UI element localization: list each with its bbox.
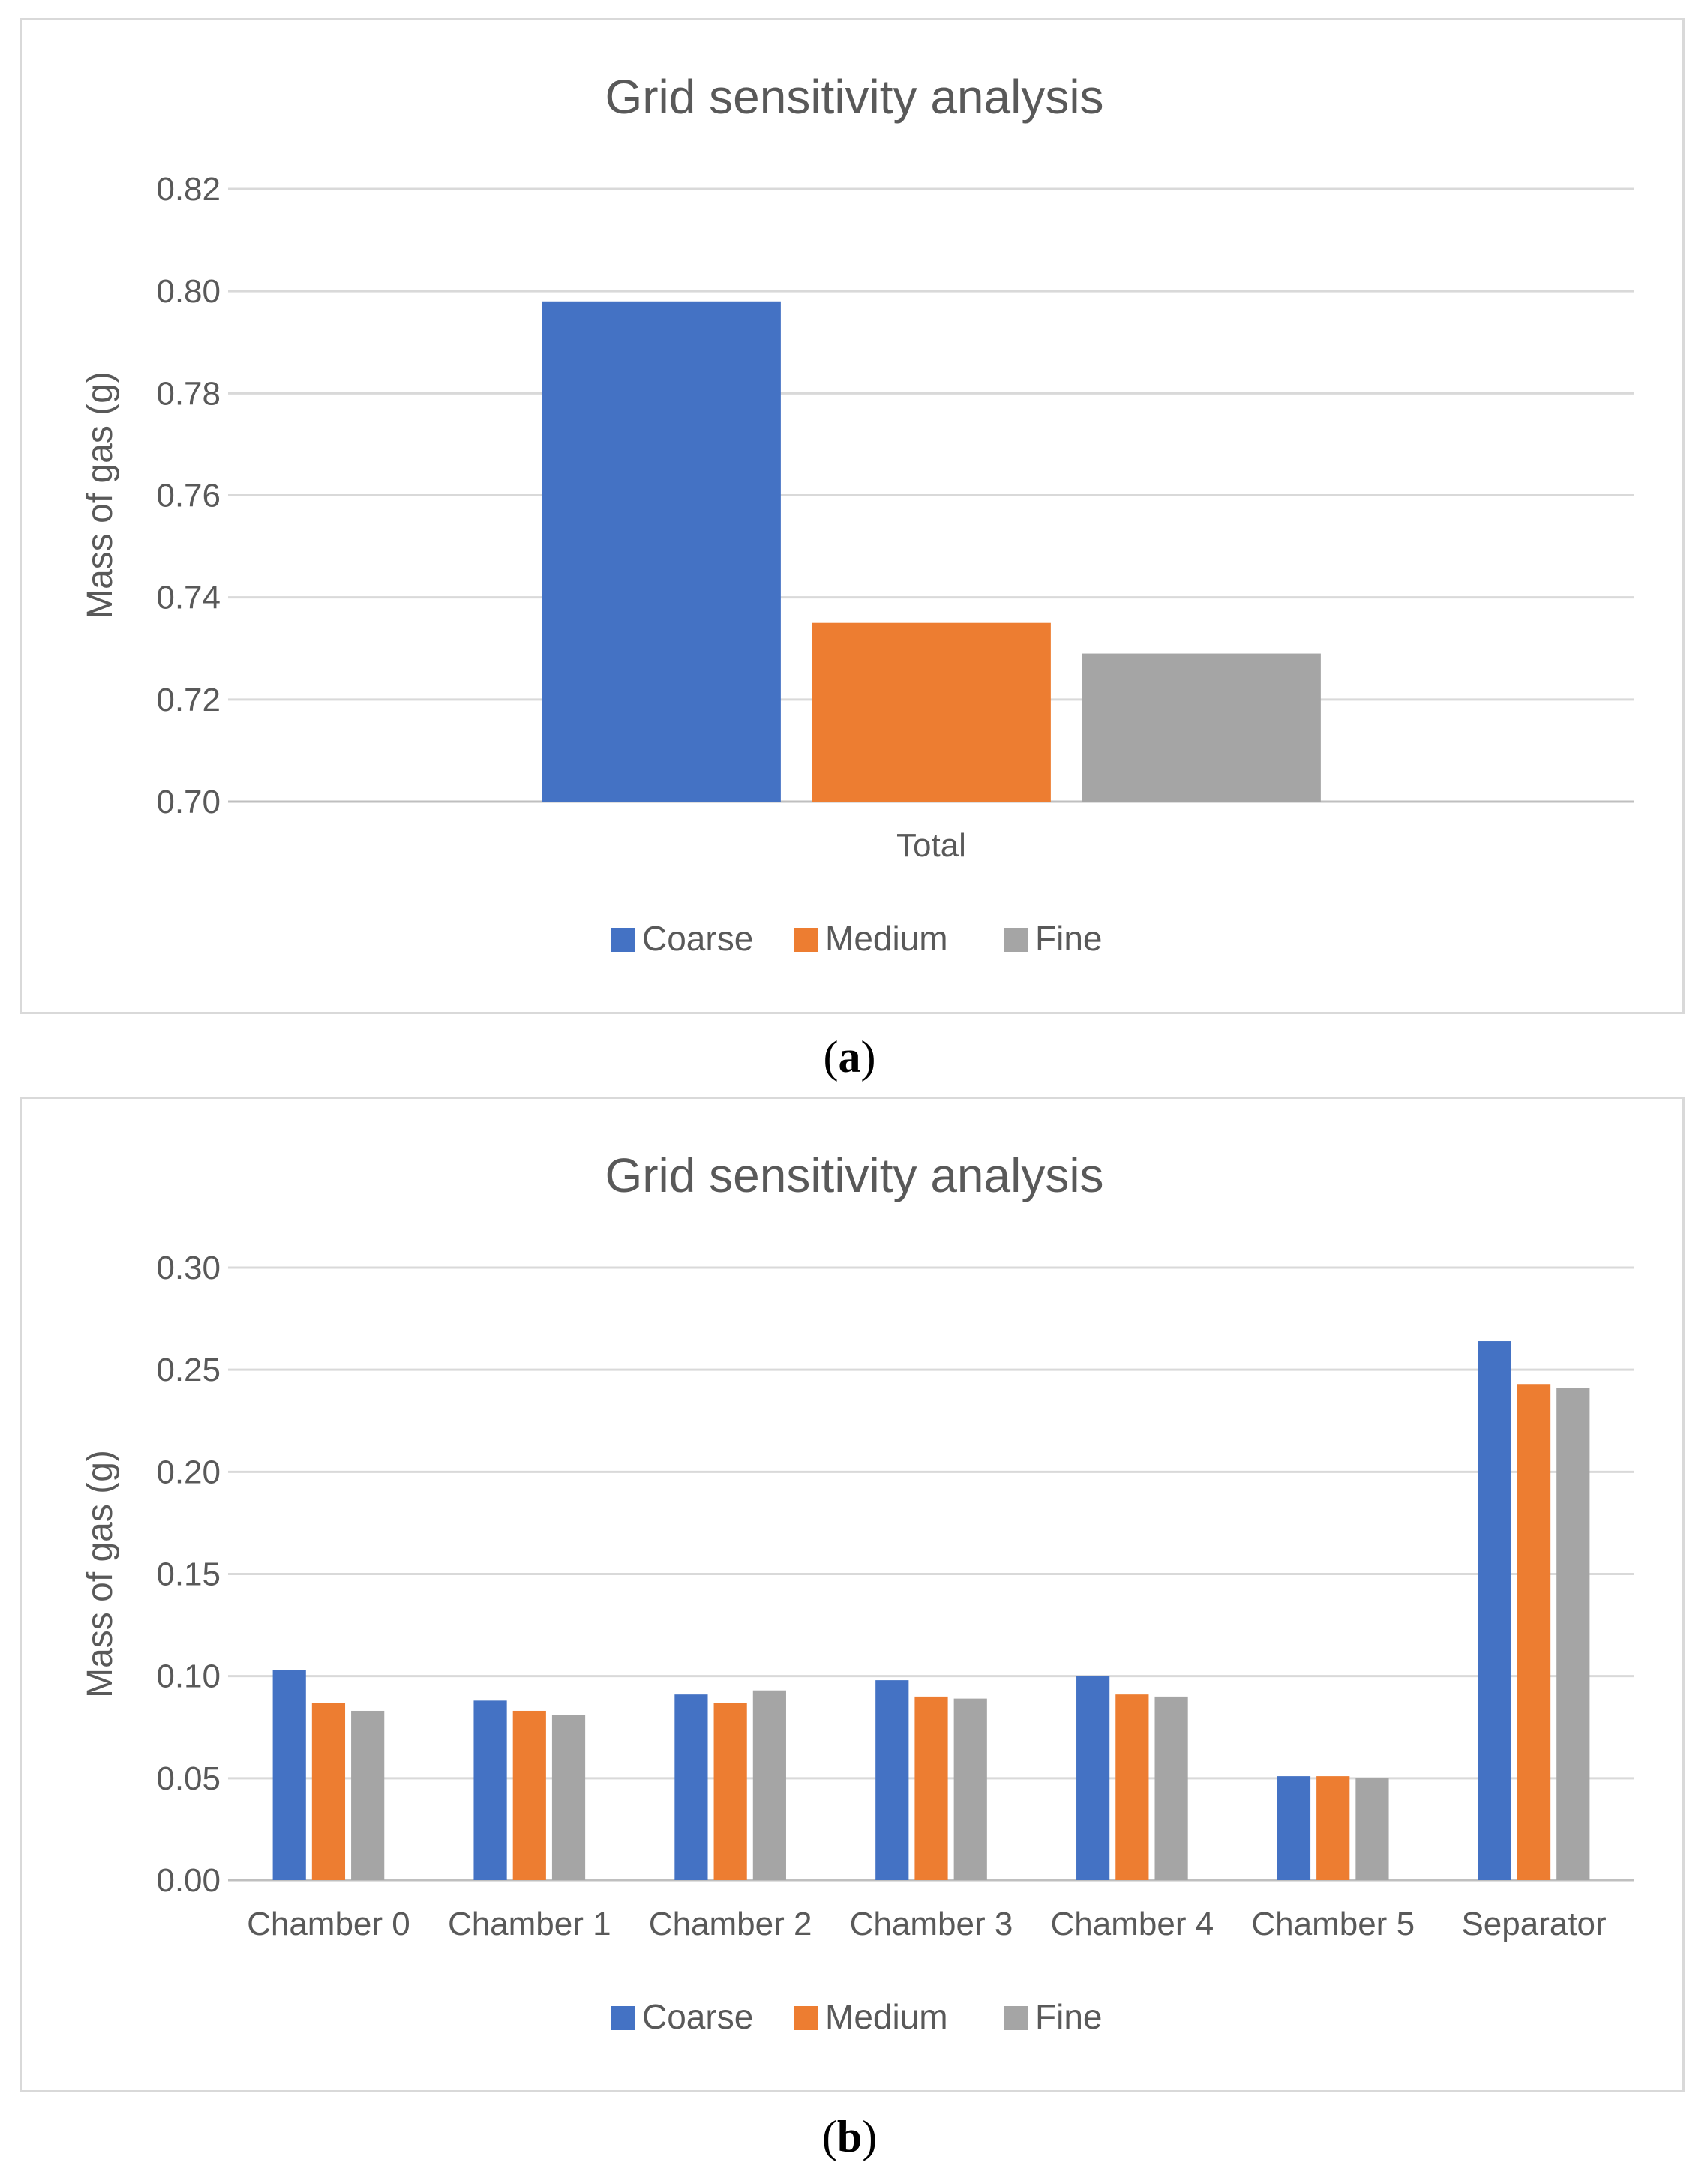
legend-swatch-coarse xyxy=(611,928,635,952)
legend-swatch-medium xyxy=(794,928,818,952)
bar-coarse xyxy=(674,1694,708,1880)
caption-letter: b xyxy=(836,2112,863,2162)
y-axis-label: Mass of gas (g) xyxy=(80,1450,120,1698)
bar-coarse xyxy=(1277,1776,1311,1880)
figure-caption-b: (b) xyxy=(821,2112,878,2162)
y-axis-label: Mass of gas (g) xyxy=(80,371,120,620)
bar-medium xyxy=(914,1696,948,1880)
legend-swatch-fine xyxy=(1004,928,1028,952)
x-category-label: Chamber 4 xyxy=(1051,1906,1214,1942)
chart-panel-a: Grid sensitivity analysis Mass of gas (g… xyxy=(20,18,1685,1014)
chart-a-svg: Grid sensitivity analysis Mass of gas (g… xyxy=(80,70,1634,958)
bar-medium xyxy=(1517,1384,1551,1880)
y-tick-label: 0.82 xyxy=(156,171,221,208)
chart-title: Grid sensitivity analysis xyxy=(605,1148,1103,1202)
legend-label: Medium xyxy=(825,919,948,958)
bar-medium xyxy=(512,1710,546,1880)
bar-medium xyxy=(713,1702,747,1880)
chart-b-svg: Grid sensitivity analysis Mass of gas (g… xyxy=(80,1148,1634,2036)
legend-swatch-fine xyxy=(1004,2006,1028,2030)
legend-label: Fine xyxy=(1035,1997,1102,2036)
y-tick-label: 0.72 xyxy=(156,682,221,718)
bar-medium xyxy=(1316,1776,1350,1880)
bar-fine xyxy=(953,1698,987,1880)
legend-label: Medium xyxy=(825,1997,948,2036)
y-tick-label: 0.00 xyxy=(156,1862,221,1899)
bar-fine xyxy=(551,1714,586,1880)
y-tick-label: 0.25 xyxy=(156,1352,221,1388)
bar-medium xyxy=(311,1702,346,1880)
y-tick-label: 0.70 xyxy=(156,784,221,820)
figure-caption-a: (a) xyxy=(823,1032,876,1082)
y-tick-label: 0.20 xyxy=(156,1454,221,1490)
bar-coarse xyxy=(542,301,781,802)
x-category-label: Separator xyxy=(1461,1906,1606,1942)
y-tick-label: 0.30 xyxy=(156,1250,221,1286)
bar-medium xyxy=(1115,1694,1149,1880)
bar-fine xyxy=(1355,1778,1389,1880)
legend-label: Coarse xyxy=(642,919,753,958)
bar-fine xyxy=(1154,1696,1188,1880)
y-tick-label: 0.15 xyxy=(156,1556,221,1593)
bar-fine xyxy=(1556,1388,1590,1880)
y-tick-label: 0.74 xyxy=(156,580,221,616)
caption-letter: a xyxy=(838,1032,861,1082)
legend-label: Fine xyxy=(1035,919,1102,958)
legend-swatch-medium xyxy=(794,2006,818,2030)
x-category-label: Chamber 0 xyxy=(247,1906,410,1942)
bar-coarse xyxy=(473,1700,507,1880)
x-category-label: Chamber 3 xyxy=(850,1906,1013,1942)
legend-label: Coarse xyxy=(642,1997,753,2036)
y-tick-label: 0.78 xyxy=(156,375,221,412)
chart-title: Grid sensitivity analysis xyxy=(605,70,1103,124)
bar-fine xyxy=(1082,653,1321,802)
y-tick-label: 0.76 xyxy=(156,478,221,514)
y-tick-label: 0.10 xyxy=(156,1658,221,1695)
bar-fine xyxy=(752,1690,786,1880)
y-tick-label: 0.80 xyxy=(156,273,221,310)
bar-coarse xyxy=(272,1670,306,1880)
bar-coarse xyxy=(1076,1676,1110,1880)
legend-swatch-coarse xyxy=(611,2006,635,2030)
chart-panel-b: Grid sensitivity analysis Mass of gas (g… xyxy=(20,1096,1685,2092)
bar-coarse xyxy=(1478,1341,1511,1880)
x-category-label: Chamber 2 xyxy=(649,1906,812,1942)
x-category-label: Chamber 5 xyxy=(1251,1906,1415,1942)
bar-medium xyxy=(812,622,1051,802)
bar-coarse xyxy=(875,1680,909,1880)
y-tick-label: 0.05 xyxy=(156,1760,221,1797)
x-category-label: Chamber 1 xyxy=(448,1906,611,1942)
x-category-label: Total xyxy=(896,827,966,864)
bar-fine xyxy=(351,1710,385,1880)
